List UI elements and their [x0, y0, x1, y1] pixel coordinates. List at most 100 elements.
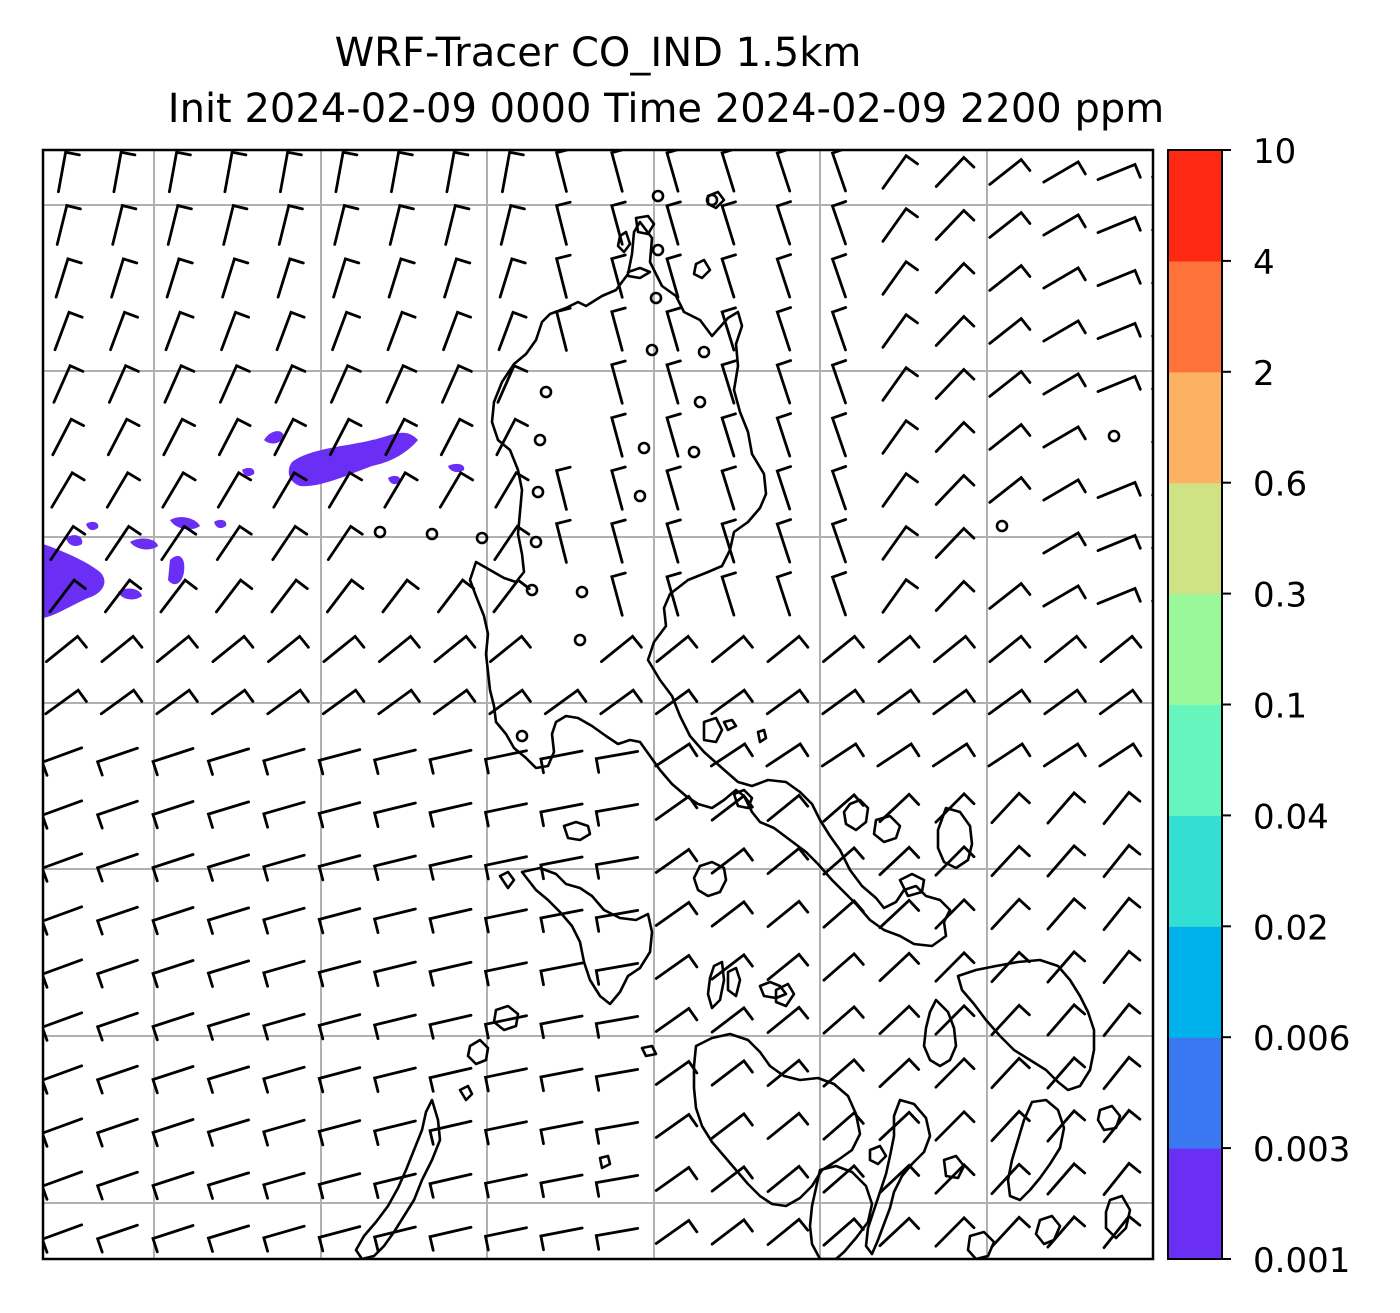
- wind-barb: [1042, 530, 1087, 555]
- wind-barb: [543, 688, 588, 716]
- wind-barb: [334, 150, 359, 194]
- wind-barb: [52, 363, 85, 404]
- wind-barb: [1042, 265, 1087, 290]
- wind-barb: [211, 634, 255, 663]
- wind-barb: [1096, 586, 1142, 605]
- wind-barb: [1042, 477, 1087, 502]
- wind-barb: [494, 470, 530, 509]
- wind-barb: [934, 420, 976, 453]
- wind-barb: [710, 846, 754, 875]
- wind-barb: [934, 1109, 976, 1142]
- coastline: [520, 866, 654, 1006]
- wind-barb: [539, 802, 584, 828]
- wind-barb: [43, 799, 84, 830]
- wind-barb: [262, 906, 306, 935]
- wind-barb: [1046, 1055, 1087, 1090]
- coastline: [942, 1154, 966, 1180]
- wind-barb: [493, 524, 531, 561]
- wind-barb: [262, 1012, 306, 1041]
- wind-barb: [206, 1118, 250, 1147]
- wind-barb: [1102, 1161, 1142, 1196]
- wind-barb: [206, 1012, 250, 1041]
- wind-barb: [437, 578, 476, 614]
- wind-barb: [95, 1064, 139, 1095]
- wind-barb: [655, 634, 699, 663]
- co-tracer-plume: [66, 535, 83, 546]
- wind-barb: [720, 518, 737, 564]
- wind-barb: [95, 1223, 139, 1254]
- co-tracer-plume: [118, 588, 142, 600]
- colorbar-tick-label: 0.3: [1253, 576, 1307, 616]
- wind-barb: [610, 571, 627, 617]
- wind-barb: [95, 1011, 139, 1042]
- wind-barb: [43, 852, 84, 883]
- wind-barb: [878, 1216, 921, 1248]
- colorbar-tick-label: 4: [1253, 243, 1275, 283]
- colorbar: 0.001 0.003 0.006 0.02 0.04 0.1 0.3 0.6 2 4 10: [1167, 132, 1350, 1281]
- wind-barb: [775, 253, 792, 299]
- wind-barb: [766, 1111, 810, 1140]
- wind-barb: [881, 312, 919, 349]
- wind-barb: [665, 200, 682, 246]
- colorbar-swatch: [1168, 150, 1222, 262]
- wind-barb: [987, 742, 1032, 768]
- wind-barb: [539, 908, 584, 934]
- co-tracer-plume: [288, 432, 418, 487]
- wind-barb: [988, 210, 1032, 239]
- wind-barb: [988, 369, 1032, 398]
- wind-barb: [709, 742, 754, 768]
- wind-barb: [878, 1110, 921, 1142]
- wind-barb: [372, 1172, 417, 1199]
- wind-barb: [539, 1014, 584, 1040]
- wind-barb: [988, 263, 1032, 292]
- wind-barb: [1046, 1002, 1087, 1037]
- wind-barb: [720, 359, 737, 405]
- wind-calm-marker: [573, 633, 587, 647]
- wind-barb: [766, 952, 810, 981]
- colorbar-tick-label: 0.6: [1253, 465, 1307, 505]
- wind-barb: [654, 1006, 699, 1033]
- wind-barb: [665, 253, 682, 299]
- wind-barb: [654, 953, 699, 980]
- wind-barb: [326, 524, 364, 561]
- wind-barb: [277, 203, 304, 246]
- wind-barb: [43, 1170, 84, 1201]
- wind-barb: [934, 950, 976, 983]
- wind-barb: [931, 742, 976, 768]
- wind-barb: [428, 1172, 473, 1199]
- wind-barb: [594, 1068, 640, 1092]
- wind-barb: [990, 950, 1031, 984]
- wind-barb: [483, 1226, 528, 1252]
- wind-barb: [775, 412, 792, 458]
- wind-barb: [262, 1224, 306, 1253]
- wind-barb: [217, 417, 252, 457]
- wind-barb: [57, 150, 81, 194]
- wind-barb: [830, 571, 848, 617]
- coastline: [1006, 1098, 1066, 1202]
- wind-barb: [43, 746, 84, 777]
- wind-barb: [155, 688, 199, 716]
- wind-barb: [710, 1164, 754, 1193]
- wind-barb: [554, 306, 572, 352]
- wind-barb: [765, 688, 810, 716]
- wind-barb: [766, 846, 810, 875]
- wind-barb: [822, 792, 865, 823]
- coastline: [706, 960, 726, 1010]
- wind-barb: [384, 417, 418, 457]
- wind-barb: [766, 1005, 810, 1034]
- wind-barb: [594, 1121, 640, 1145]
- wind-barb: [388, 203, 415, 246]
- wind-barb: [830, 306, 848, 352]
- wind-barb: [215, 578, 254, 614]
- wind-barb: [1042, 424, 1087, 449]
- wind-barb: [990, 1162, 1031, 1196]
- wind-barb: [95, 746, 139, 777]
- wind-calm-marker: [687, 445, 701, 459]
- wind-barb: [539, 1067, 584, 1093]
- wind-barb: [934, 314, 976, 347]
- wind-barb: [106, 417, 141, 457]
- wind-barb: [934, 1215, 976, 1248]
- wind-barb: [483, 1173, 528, 1199]
- wind-barb: [428, 854, 473, 881]
- wind-barb: [830, 412, 848, 458]
